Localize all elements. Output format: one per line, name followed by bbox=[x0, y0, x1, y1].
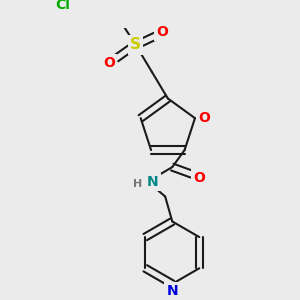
Text: N: N bbox=[147, 175, 158, 189]
Text: O: O bbox=[103, 56, 115, 70]
Text: O: O bbox=[198, 111, 210, 125]
Text: H: H bbox=[133, 179, 142, 189]
Text: Cl: Cl bbox=[55, 0, 70, 12]
Text: O: O bbox=[193, 171, 205, 185]
Text: S: S bbox=[130, 38, 141, 52]
Text: O: O bbox=[157, 25, 168, 39]
Text: N: N bbox=[167, 284, 178, 298]
